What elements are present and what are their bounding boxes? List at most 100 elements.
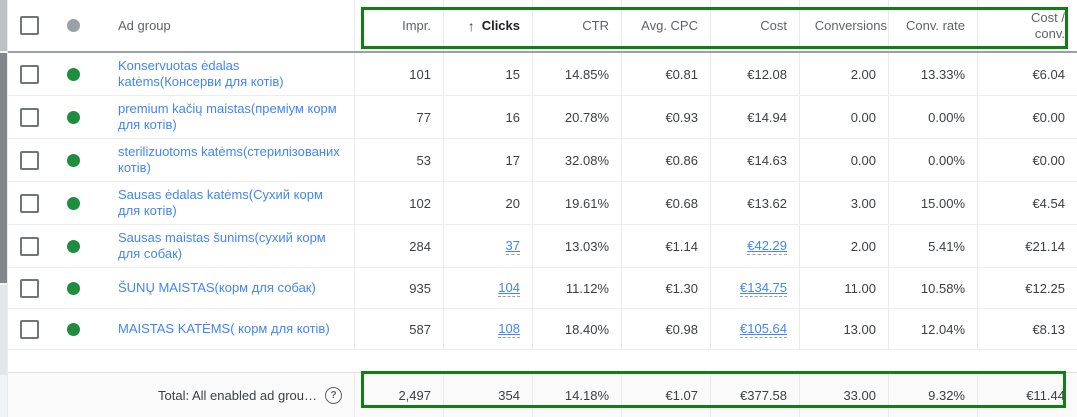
cell-value: €8.13 [1032,321,1065,337]
cell-cost-conv: €8.13 [977,309,1077,349]
column-header-ctr[interactable]: CTR [532,0,621,51]
cell-conversions: 0.00 [799,96,888,138]
cell-value: 284 [409,238,431,254]
table-row: premium kačių maistas(преміум корм для к… [8,96,1077,139]
cell-cost-conv: €0.00 [977,139,1077,181]
cell-value: 12.04% [920,321,965,337]
row-checkbox[interactable] [20,107,39,127]
cost-drilldown-link[interactable]: €134.75 [740,279,787,297]
column-header-label: Clicks [481,17,520,33]
cell-value: 15.00% [920,195,965,211]
cell-value: 20 [505,195,520,211]
cell-clicks: 37 [443,225,532,267]
left-scrollbar-segment-lower [0,285,7,375]
column-header-cost-conv[interactable]: Cost / conv. [977,0,1077,51]
ad-group-link[interactable]: Sausas maistas šunims(сухий корм для соб… [118,230,326,261]
cell-cost: €14.94 [710,96,799,138]
ad-group-name-cell: Konservuotas ėdalas katėms(Консерви для … [96,53,354,95]
cell-value: 11.00 [844,280,876,296]
cell-impr: 77 [354,96,443,138]
row-checkbox-cell [8,225,51,267]
cost-drilldown-link[interactable]: €105.64 [740,320,787,338]
cell-conv-rate: 10.58% [888,268,977,308]
cell-avg-cpc: €1.30 [621,268,710,308]
cell-value: €6.04 [1032,66,1065,82]
cell-value: 10.58% [920,280,965,296]
table-row: MAISTAS KATĖMS( корм для котів) 587 108 18.… [8,309,1077,350]
status-enabled-dot-icon [67,153,80,167]
column-header-impr[interactable]: Impr. [354,0,443,51]
cell-cost: €134.75 [710,268,799,308]
cell-cost-conv: €12.25 [977,268,1077,308]
total-conv-rate: 9.32% [888,373,977,417]
cell-avg-cpc: €1.14 [621,225,710,267]
cell-clicks: 108 [443,309,532,349]
cell-avg-cpc: €0.86 [621,139,710,181]
total-avg-cpc: €1.07 [621,373,710,417]
row-checkbox[interactable] [20,236,39,256]
ad-group-link[interactable]: ŠUNŲ MAISTAS(корм для собак) [118,280,316,295]
column-header-clicks[interactable]: ↑ Clicks [443,0,532,51]
cell-value: 102 [409,195,431,211]
column-header-conversions[interactable]: Conversions [799,0,888,51]
cell-cost: €13.62 [710,182,799,224]
cell-ctr: 13.03% [532,225,621,267]
cell-impr: 284 [354,225,443,267]
clicks-drilldown-link[interactable]: 108 [498,320,520,338]
cell-clicks: 104 [443,268,532,308]
ad-group-name-cell: sterilizuotoms katėms(стерилізованих кот… [96,139,354,181]
cost-drilldown-link[interactable]: €42.29 [747,237,787,255]
cell-conv-rate: 5.41% [888,225,977,267]
table-row: sterilizuotoms katėms(стерилізованих кот… [8,139,1077,182]
row-checkbox[interactable] [20,150,39,170]
cell-value: 2.00 [850,66,876,82]
column-header-cost[interactable]: Cost [710,0,799,51]
status-enabled-dot-icon [67,322,80,336]
cell-value: 11.12% [565,280,609,296]
column-header-avg-cpc[interactable]: Avg. CPC [621,0,710,51]
row-checkbox[interactable] [20,278,39,298]
cell-avg-cpc: €0.81 [621,53,710,95]
clicks-drilldown-link[interactable]: 37 [505,237,520,255]
cell-value: 53 [416,152,431,168]
data-table: Ad group Impr. ↑ Clicks CTR Avg. CPC Cost Conv… [7,0,1077,417]
column-header-conv-rate[interactable]: Conv. rate [888,0,977,51]
cell-conv-rate: 12.04% [888,309,977,349]
row-checkbox-cell [8,53,51,95]
total-value: €377.58 [740,387,787,403]
cell-ctr: 19.61% [532,182,621,224]
column-header-ad-group[interactable]: Ad group [96,0,354,51]
ad-group-link[interactable]: MAISTAS KATĖMS( корм для котів) [118,321,330,336]
row-checkbox[interactable] [20,193,39,213]
ad-group-link[interactable]: Konservuotas ėdalas katėms(Консерви для … [118,58,284,89]
cell-value: €0.00 [1032,152,1065,168]
cell-value: €1.14 [665,238,698,254]
cell-value: €14.94 [747,109,787,125]
cell-value: €0.68 [665,195,698,211]
cell-value: 19.61% [564,195,609,211]
row-checkbox-cell [8,182,51,224]
status-enabled-dot-icon [67,239,80,253]
ad-group-link[interactable]: premium kačių maistas(преміум корм для к… [118,101,337,132]
cell-impr: 53 [354,139,443,181]
column-header-label: Cost / conv. [1031,9,1065,41]
cell-value: €4.54 [1032,195,1065,211]
cell-impr: 587 [354,309,443,349]
row-checkbox[interactable] [20,319,39,339]
help-icon[interactable]: ? [325,386,342,404]
left-scrollbar-thumb[interactable] [0,53,7,283]
row-checkbox[interactable] [20,64,39,84]
column-header-label: Conv. rate [905,17,965,33]
select-all-checkbox[interactable] [20,16,39,35]
left-scrollbar-track[interactable] [0,0,7,417]
cell-conv-rate: 13.33% [888,53,977,95]
cell-avg-cpc: €0.93 [621,96,710,138]
total-value: 2,497 [398,387,431,403]
ad-group-link[interactable]: sterilizuotoms katėms(стерилізованих кот… [118,144,340,175]
cell-impr: 101 [354,53,443,95]
cell-value: 13.33% [920,66,965,82]
cell-conv-rate: 0.00% [888,96,977,138]
clicks-drilldown-link[interactable]: 104 [498,279,520,297]
cell-conv-rate: 0.00% [888,139,977,181]
ad-group-link[interactable]: Sausas ėdalas katėms(Сухий корм для коті… [118,187,323,218]
